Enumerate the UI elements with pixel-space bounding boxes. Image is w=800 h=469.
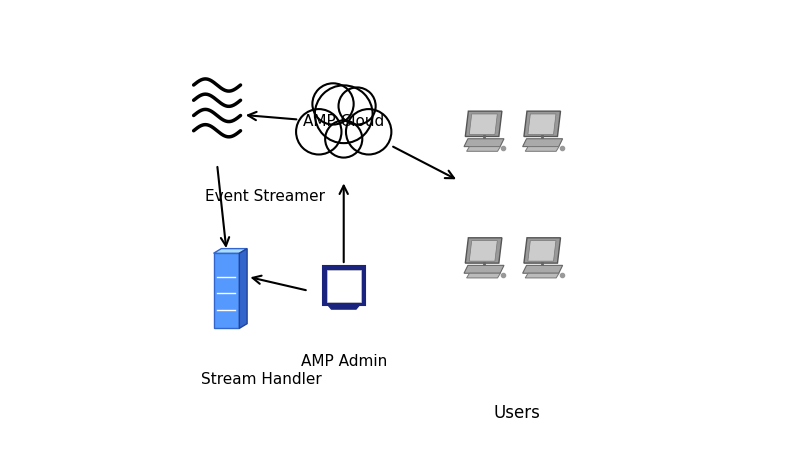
Circle shape (312, 83, 354, 125)
Text: Event Streamer: Event Streamer (206, 189, 326, 204)
Circle shape (296, 109, 342, 154)
Polygon shape (239, 249, 247, 328)
Polygon shape (524, 111, 561, 136)
Polygon shape (528, 114, 556, 135)
Text: AMP Cloud: AMP Cloud (303, 114, 384, 129)
Polygon shape (522, 139, 562, 147)
Polygon shape (214, 249, 247, 253)
Polygon shape (466, 147, 500, 151)
Circle shape (325, 121, 362, 158)
Polygon shape (327, 270, 361, 302)
Polygon shape (464, 265, 504, 273)
Polygon shape (466, 238, 502, 263)
Text: AMP Admin: AMP Admin (301, 354, 387, 369)
Text: Users: Users (494, 404, 541, 422)
Polygon shape (466, 111, 502, 136)
Polygon shape (528, 241, 556, 261)
Polygon shape (322, 266, 365, 305)
Polygon shape (214, 253, 239, 328)
Polygon shape (522, 265, 562, 273)
Polygon shape (526, 273, 559, 278)
Text: Stream Handler: Stream Handler (201, 372, 322, 387)
Polygon shape (328, 305, 359, 309)
Polygon shape (464, 139, 504, 147)
Polygon shape (470, 241, 498, 261)
Polygon shape (470, 114, 498, 135)
Circle shape (346, 109, 391, 154)
Polygon shape (524, 238, 561, 263)
Polygon shape (466, 273, 500, 278)
Circle shape (315, 85, 373, 143)
Polygon shape (526, 147, 559, 151)
Circle shape (338, 87, 376, 125)
